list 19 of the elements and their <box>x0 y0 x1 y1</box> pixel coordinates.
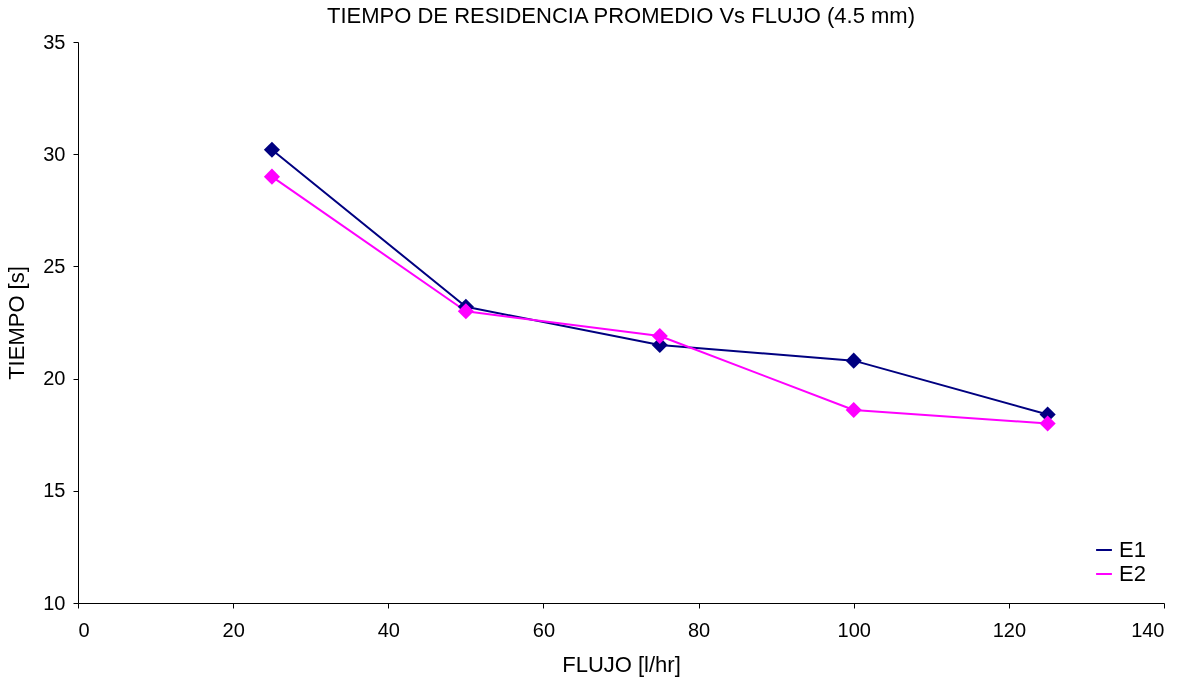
chart-title: TIEMPO DE RESIDENCIA PROMEDIO Vs FLUJO (4.5 mm) <box>327 3 915 28</box>
y-tick-label: 15 <box>43 479 66 502</box>
y-axis-title: TIEMPO [s] <box>4 266 30 380</box>
x-tick-label: 60 <box>532 618 556 641</box>
y-tick-label: 10 <box>43 591 66 614</box>
y-tick-label: 20 <box>43 367 66 390</box>
x-tick-label: 40 <box>377 618 400 641</box>
legend-label: E2 <box>1119 561 1146 586</box>
x-tick-label: 100 <box>837 618 871 641</box>
x-tick-label: 20 <box>222 618 245 641</box>
x-tick-label: 80 <box>687 618 711 641</box>
legend-label: E1 <box>1119 537 1146 562</box>
x-tick-label: 0 <box>78 618 90 641</box>
x-tick-label: 120 <box>992 618 1027 641</box>
y-tick-label: 30 <box>43 142 66 165</box>
x-tick-label: 140 <box>1131 618 1165 641</box>
y-tick-label: 35 <box>43 30 66 53</box>
x-axis-title: FLUJO [l/hr] <box>562 651 681 677</box>
y-tick-label: 25 <box>43 254 66 277</box>
